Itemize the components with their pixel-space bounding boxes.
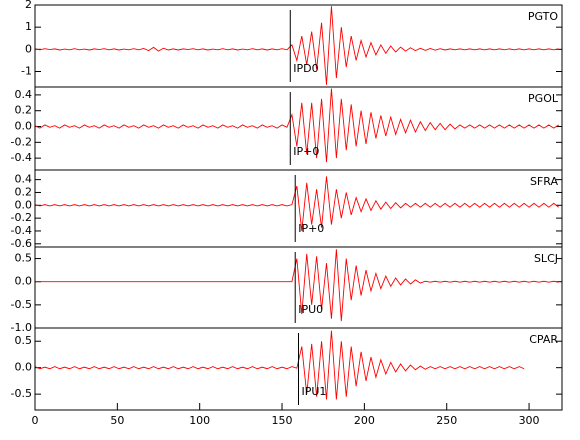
trace <box>35 176 559 232</box>
trace <box>35 249 559 322</box>
station-label: PGOL <box>528 92 559 105</box>
station-label: PGTO <box>528 10 558 23</box>
y-tick-label: -0.4 <box>11 224 32 237</box>
y-tick-label: 0.2 <box>15 104 33 117</box>
y-tick-label: -0.4 <box>11 151 32 164</box>
y-tick-label: 0.5 <box>15 334 33 347</box>
trace <box>35 88 559 163</box>
station-label: CPAR <box>529 333 558 346</box>
y-tick-label: 0 <box>25 42 32 55</box>
y-tick-label: 0.0 <box>15 120 33 133</box>
y-tick-label: 2 <box>25 0 32 11</box>
station-label: SLCJ <box>534 252 558 265</box>
x-tick-label: 200 <box>354 414 375 427</box>
y-tick-label: 0.4 <box>15 88 33 101</box>
y-tick-label: 0.5 <box>15 252 33 265</box>
trace <box>35 330 525 400</box>
y-tick-label: 0.0 <box>15 198 33 211</box>
panel-frame <box>34 327 563 411</box>
y-tick-label: 0.0 <box>15 361 33 374</box>
x-tick-label: 100 <box>189 414 210 427</box>
station-label: SFRA <box>530 175 559 188</box>
y-tick-label: -0.5 <box>11 387 32 400</box>
y-tick-label: 0.4 <box>15 173 33 186</box>
x-tick-label: 50 <box>110 414 124 427</box>
y-tick-label: 0.2 <box>15 185 33 198</box>
x-tick-label: 150 <box>272 414 293 427</box>
panel-frame <box>34 169 563 248</box>
y-tick-label: 0.0 <box>15 275 33 288</box>
x-tick-label: 300 <box>519 414 540 427</box>
y-tick-label: -0.2 <box>11 135 32 148</box>
pick-label: IPU1 <box>302 385 327 398</box>
y-tick-label: -1.0 <box>11 321 32 334</box>
x-tick-label: 0 <box>32 414 39 427</box>
trace <box>35 6 559 85</box>
y-tick-label: -1 <box>21 64 32 77</box>
y-tick-label: 1 <box>25 20 32 33</box>
y-tick-label: -0.6 <box>11 237 32 250</box>
pick-label: IPD0 <box>293 62 318 75</box>
x-tick-label: 250 <box>436 414 457 427</box>
pick-label: IPU0 <box>298 303 323 316</box>
pick-label: IP+0 <box>293 145 319 158</box>
pick-label: IP+0 <box>298 222 324 235</box>
y-tick-label: -0.5 <box>11 298 32 311</box>
y-tick-label: -0.2 <box>11 211 32 224</box>
